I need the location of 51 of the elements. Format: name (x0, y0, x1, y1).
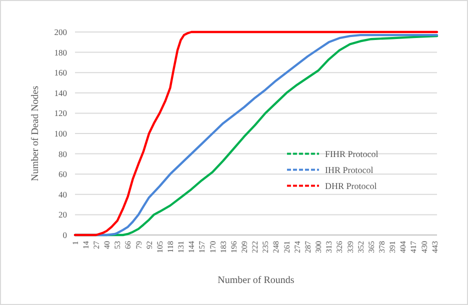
x-tick-label: 274 (292, 241, 302, 253)
x-tick-label: 53 (113, 241, 122, 249)
y-tick-label: 0 (62, 230, 67, 240)
x-tick-label: 222 (250, 241, 260, 253)
y-tick-label: 20 (58, 210, 67, 220)
x-tick-label: 261 (282, 241, 292, 253)
y-tick-label: 60 (58, 169, 67, 180)
x-tick-label: 66 (124, 241, 133, 249)
x-tick-label: 313 (324, 241, 334, 253)
x-tick-label: 1 (70, 241, 80, 245)
x-tick-label: 183 (218, 241, 228, 253)
y-tick-label: 40 (58, 189, 67, 200)
y-tick-label: 200 (54, 26, 67, 37)
x-tick-label: 14 (81, 241, 90, 249)
x-tick-label: 391 (388, 241, 398, 253)
y-tick-label: 80 (58, 148, 67, 159)
x-tick-label: 417 (409, 241, 418, 253)
x-tick-label: 365 (366, 241, 376, 253)
x-tick-label: 157 (198, 241, 207, 253)
legend-label: IHR Protocol (325, 164, 374, 175)
x-tick-label: 79 (134, 241, 144, 249)
x-tick-label: 352 (356, 241, 366, 253)
x-tick-label: 92 (144, 241, 154, 249)
y-axis-title: Number of Dead Nodes (30, 86, 41, 182)
x-tick-label: 144 (187, 241, 196, 253)
x-tick-label: 209 (240, 241, 250, 253)
x-tick-label: 404 (398, 241, 408, 253)
x-tick-label: 378 (377, 241, 386, 253)
x-tick-label: 40 (102, 241, 112, 249)
x-tick-label: 339 (346, 241, 355, 253)
legend-label: DHR Protocol (325, 180, 378, 191)
x-tick-label: 105 (155, 241, 164, 253)
x-tick-label: 170 (208, 241, 218, 253)
y-tick-label: 100 (54, 128, 67, 138)
x-tick-label: 248 (272, 241, 281, 253)
x-tick-label: 196 (229, 241, 238, 253)
legend-label: FIHR Protocol (325, 148, 379, 159)
y-tick-label: 140 (54, 88, 67, 98)
x-tick-label: 326 (335, 241, 344, 253)
x-tick-label: 287 (303, 241, 312, 253)
x-tick-label: 27 (92, 241, 101, 249)
y-tick-label: 120 (54, 108, 67, 118)
x-tick-label: 300 (314, 241, 324, 253)
x-axis-title: Number of Rounds (218, 275, 294, 286)
x-tick-label: 131 (176, 241, 186, 253)
y-tick-label: 180 (54, 47, 67, 58)
x-tick-label: 430 (420, 241, 429, 253)
y-tick-label: 160 (54, 68, 67, 78)
x-tick-label: 118 (166, 241, 175, 253)
x-tick-label: 235 (261, 241, 270, 253)
x-tick-label: 443 (430, 241, 440, 253)
